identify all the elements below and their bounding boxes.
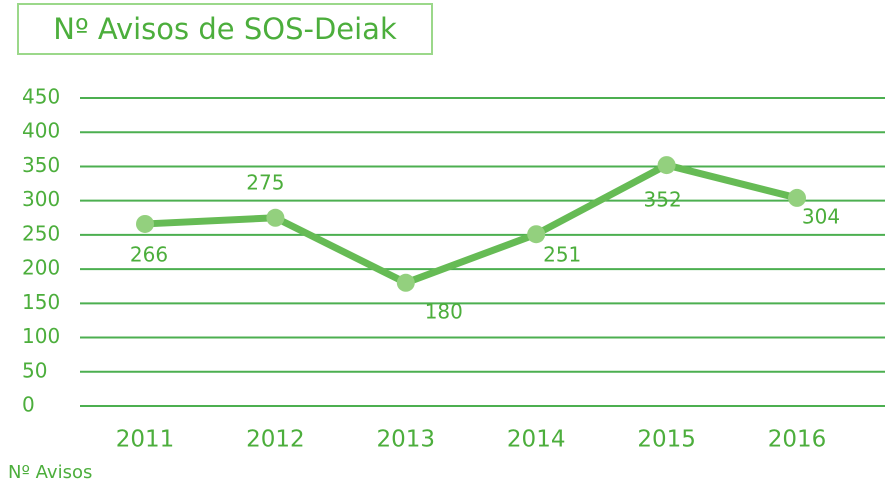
line — [144, 161, 798, 287]
x-tick-label: 2011 — [116, 427, 175, 453]
value-label: 180 — [425, 299, 463, 323]
chart-title: Nº Avisos de SOS-Deiak — [53, 12, 397, 46]
y-tick-label: 200 — [22, 256, 60, 280]
y-tick-label: 250 — [22, 221, 60, 245]
value-label: 266 — [130, 242, 168, 266]
y-tick-label: 0 — [22, 393, 35, 417]
value-label: 304 — [802, 204, 840, 228]
y-tick-label: 350 — [22, 153, 60, 177]
marker — [266, 208, 285, 227]
marker — [788, 188, 806, 207]
y-tick-label: 150 — [22, 290, 60, 314]
x-tick-label: 2015 — [637, 427, 696, 453]
x-tick-label: 2012 — [246, 427, 305, 453]
x-tick-label: 2016 — [768, 427, 827, 453]
y-tick-label: 450 — [22, 85, 60, 109]
x-tick-label: 2014 — [507, 427, 566, 453]
series-label: Nº Avisos — [8, 462, 92, 483]
marker — [136, 214, 154, 233]
marker — [657, 156, 676, 175]
y-tick-label: 100 — [22, 324, 60, 348]
value-label: 352 — [644, 188, 682, 212]
value-label: 275 — [246, 170, 284, 194]
y-tick-label: 300 — [22, 187, 60, 211]
y-tick-label: 400 — [22, 119, 60, 143]
title-box — [17, 3, 433, 55]
marker — [396, 273, 415, 292]
value-label: 251 — [543, 243, 581, 267]
x-tick-label: 2013 — [377, 427, 436, 453]
marker — [527, 225, 546, 244]
y-tick-label: 50 — [22, 358, 47, 382]
